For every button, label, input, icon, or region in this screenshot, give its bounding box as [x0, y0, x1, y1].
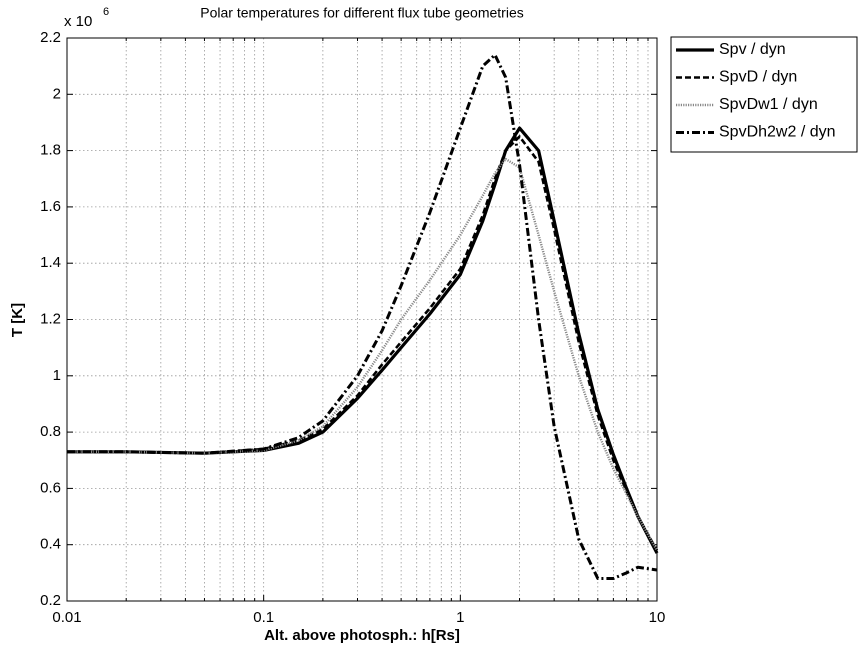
- y-tick-label: 0.2: [40, 592, 61, 609]
- x-tick-label: 10: [649, 609, 666, 626]
- y-multiplier: x 10: [64, 13, 92, 30]
- y-axis-label: T [K]: [9, 303, 26, 337]
- x-axis-label: Alt. above photosph.: h[Rs]: [264, 627, 460, 644]
- y-tick-label: 0.6: [40, 479, 61, 496]
- legend-label: SpvD / dyn: [719, 69, 797, 86]
- series-line: [67, 126, 659, 554]
- series-line: [67, 157, 659, 551]
- y-tick-label: 2: [53, 85, 61, 102]
- y-tick-label: 1.6: [40, 198, 61, 215]
- plot-area: [67, 38, 657, 601]
- y-tick-label: 0.8: [40, 423, 61, 440]
- chart-title: Polar temperatures for different flux tu…: [200, 5, 523, 21]
- y-tick-label: 1.4: [40, 254, 61, 271]
- x-tick-label: 0.01: [52, 609, 81, 626]
- series-line: [67, 53, 658, 580]
- legend-label: SpvDw1 / dyn: [719, 96, 818, 113]
- y-tick-label: 1.8: [40, 142, 61, 159]
- x-tick-label: 0.1: [253, 609, 274, 626]
- y-tick-label: 2.2: [40, 29, 61, 46]
- plot-frame: [66, 37, 658, 602]
- legend-label: Spv / dyn: [719, 41, 786, 58]
- legend-label: SpvDh2w2 / dyn: [719, 124, 836, 141]
- legend-box: [670, 36, 858, 153]
- y-tick-label: 1: [53, 367, 61, 384]
- x-tick-label: 1: [456, 609, 464, 626]
- y-multiplier-exponent: 6: [103, 6, 109, 18]
- y-tick-label: 0.4: [40, 536, 61, 553]
- y-tick-label: 1.2: [40, 310, 61, 327]
